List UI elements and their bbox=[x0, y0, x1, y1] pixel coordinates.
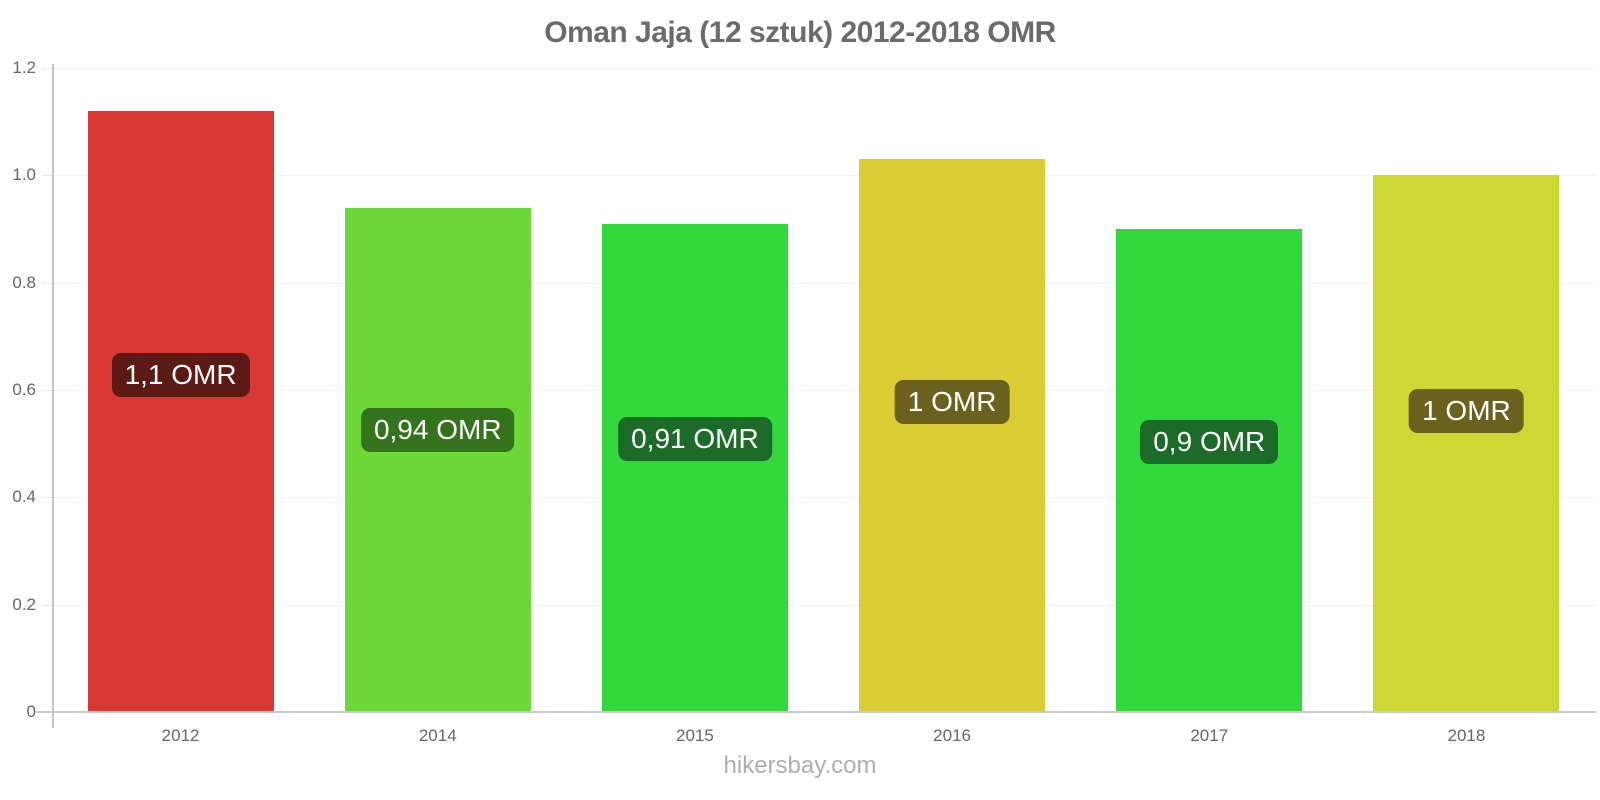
x-tick-label-2018: 2018 bbox=[1447, 726, 1486, 745]
gridline bbox=[52, 175, 1595, 177]
bar-value-label: 1 OMR bbox=[894, 380, 1010, 425]
x-axis-baseline bbox=[36, 711, 1596, 713]
y-axis-tick bbox=[42, 68, 52, 69]
y-tick-label: 0.8 bbox=[12, 272, 36, 292]
x-tick-label-2016: 2016 bbox=[933, 726, 971, 745]
bar-value-label: 0,94 OMR bbox=[360, 407, 515, 452]
bar-2012[interactable]: 1,1 OMR bbox=[87, 110, 274, 712]
x-tick-label-2015: 2015 bbox=[675, 726, 714, 745]
x-tick-label-2017: 2017 bbox=[1190, 726, 1229, 745]
y-tick-label: 0 bbox=[26, 702, 36, 721]
bar-value-label: 0,91 OMR bbox=[618, 416, 772, 461]
y-axis-tick bbox=[42, 175, 52, 177]
y-axis-tick bbox=[42, 604, 52, 606]
y-tick-label: 0.4 bbox=[12, 487, 36, 507]
bar-value-label: 1 OMR bbox=[1409, 389, 1524, 434]
chart-title: Oman Jaja (12 sztuk) 2012-2018 OMR bbox=[544, 16, 1056, 49]
gridline bbox=[52, 68, 1595, 69]
y-axis-tick bbox=[42, 390, 52, 391]
gridline bbox=[52, 390, 1595, 391]
x-tick-label-2012: 2012 bbox=[161, 726, 200, 745]
y-tick-label: 1.2 bbox=[12, 58, 36, 77]
bar-2015[interactable]: 0,91 OMR bbox=[601, 223, 788, 712]
gridline bbox=[52, 497, 1595, 499]
y-tick-label: 0.6 bbox=[12, 380, 36, 399]
watermark-link[interactable]: hikersbay.com bbox=[723, 752, 877, 779]
y-axis-line bbox=[52, 64, 54, 728]
bar-value-label: 1,1 OMR bbox=[111, 353, 250, 398]
gridline bbox=[52, 282, 1595, 284]
x-tick-label-2014: 2014 bbox=[418, 726, 457, 745]
bar-2014[interactable]: 0,94 OMR bbox=[344, 207, 531, 712]
bar-2018[interactable]: 1 OMR bbox=[1373, 175, 1560, 712]
bar-2016[interactable]: 1 OMR bbox=[859, 159, 1046, 712]
y-tick-label: 0.2 bbox=[12, 594, 36, 614]
bar-2017[interactable]: 0,9 OMR bbox=[1116, 229, 1303, 712]
y-tick-label: 1.0 bbox=[12, 165, 36, 185]
y-axis-tick bbox=[42, 497, 52, 499]
y-axis-tick bbox=[42, 282, 52, 284]
gridline bbox=[52, 604, 1595, 606]
bar-value-label: 0,9 OMR bbox=[1140, 419, 1279, 464]
